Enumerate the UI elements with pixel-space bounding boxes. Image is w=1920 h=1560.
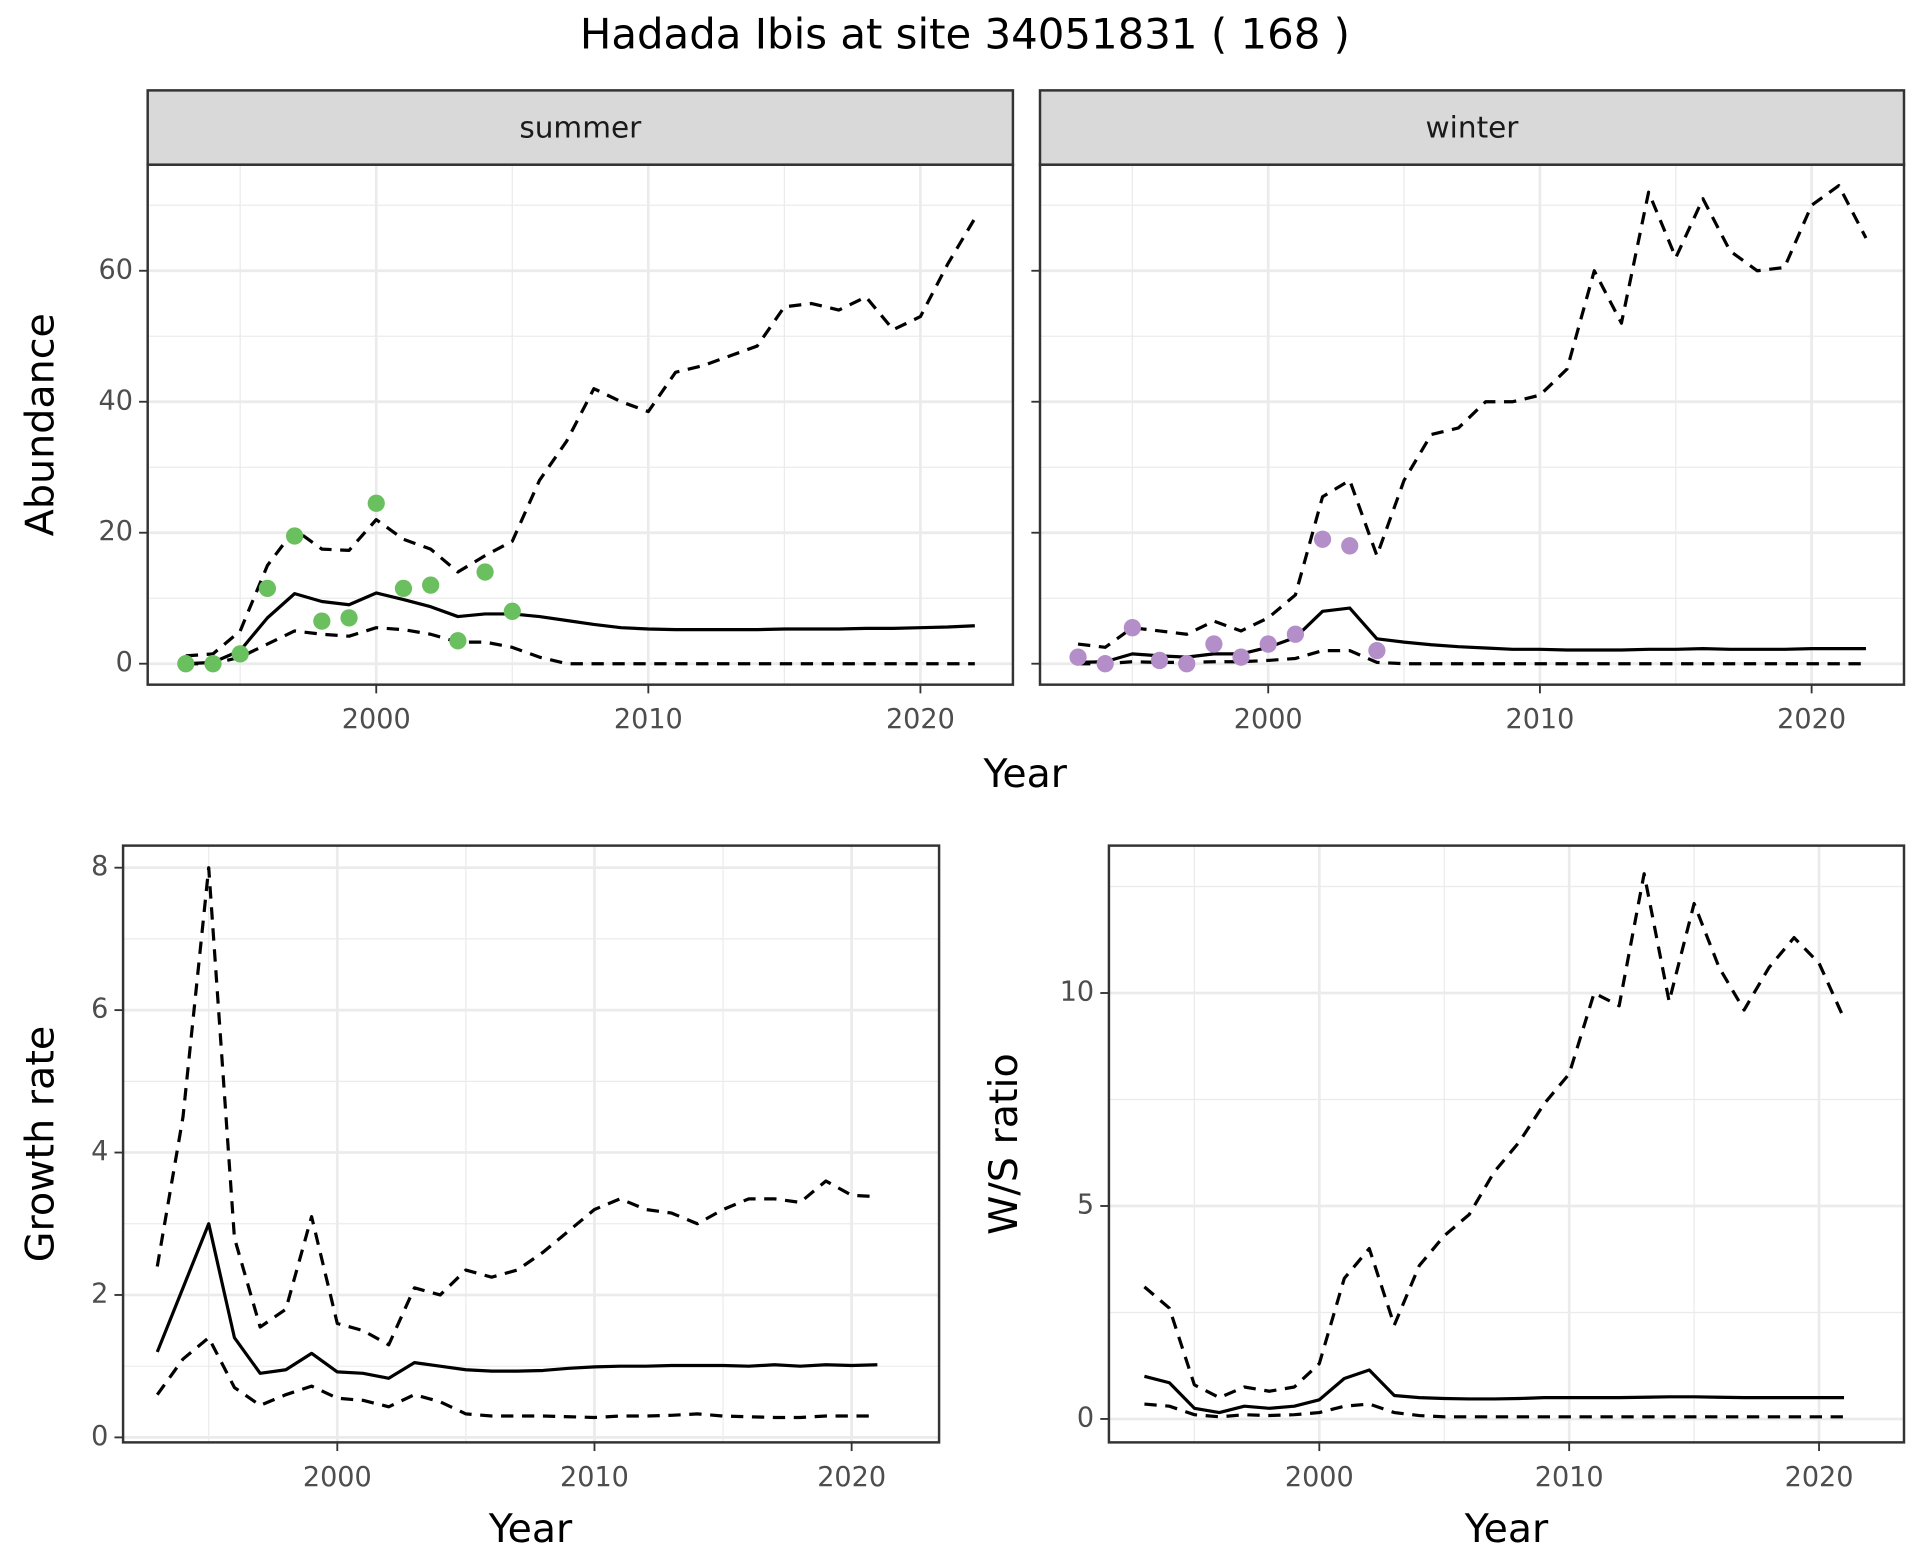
y-tick-label: 0 — [91, 1421, 108, 1452]
y-axis-label: Growth rate — [18, 1026, 64, 1262]
x-tick-label: 2000 — [1234, 704, 1303, 735]
interval-line — [1077, 184, 1868, 649]
panel-border — [1107, 844, 1906, 1444]
data-point — [476, 563, 494, 581]
interval-line — [155, 1336, 878, 1420]
mean-line — [185, 591, 975, 666]
y-axis-label: Abundance — [18, 313, 64, 536]
data-point — [1069, 648, 1087, 666]
y-tick-label: 2 — [91, 1278, 108, 1309]
y-tick-label: 60 — [98, 254, 132, 285]
y-tick-label: 8 — [91, 851, 108, 882]
panel-background — [1108, 845, 1904, 1443]
data-point — [313, 612, 331, 630]
x-tick-label: 2010 — [1505, 704, 1574, 735]
interval-line — [185, 626, 975, 666]
data-point — [1096, 655, 1114, 673]
data-point — [367, 494, 385, 512]
data-point — [503, 602, 521, 620]
data-point — [286, 527, 304, 545]
x-tick-label: 2020 — [817, 1462, 886, 1493]
y-tick-label: 5 — [1077, 1189, 1094, 1220]
data-point — [394, 579, 413, 598]
interval-line — [155, 866, 878, 1347]
x-tick-label: 2010 — [614, 704, 683, 735]
x-tick-label: 2020 — [886, 704, 955, 735]
data-point — [1368, 641, 1386, 660]
data-point — [1123, 619, 1141, 637]
panel-background — [1040, 164, 1904, 685]
x-tick-label: 2010 — [560, 1462, 629, 1493]
interval-line — [1143, 872, 1846, 1400]
data-point — [1178, 655, 1196, 673]
y-tick-label: 6 — [91, 994, 108, 1025]
x-axis-label: Year — [1464, 1506, 1549, 1552]
data-point — [177, 655, 195, 673]
data-point — [1313, 530, 1332, 548]
data-point — [449, 632, 467, 650]
y-axis-label: W/S ratio — [981, 1053, 1027, 1235]
data-point — [422, 576, 440, 594]
y-tick-label: 20 — [98, 516, 132, 547]
data-point — [1259, 635, 1277, 653]
x-tick-label: 2000 — [1285, 1462, 1354, 1493]
data-point — [1286, 625, 1305, 643]
facet-label: winter — [1426, 110, 1520, 144]
x-tick-label: 2020 — [1785, 1462, 1854, 1493]
data-point — [231, 645, 249, 663]
data-point — [204, 655, 222, 673]
y-tick-label: 4 — [91, 1136, 108, 1167]
data-point — [1341, 537, 1359, 555]
panel-background — [123, 845, 940, 1443]
data-point — [1150, 651, 1169, 670]
mean-line — [1144, 1368, 1845, 1415]
panel-background — [147, 164, 1013, 685]
data-point — [1232, 648, 1250, 666]
y-tick-label: 40 — [98, 385, 132, 416]
x-axis-label: Year — [488, 1506, 573, 1552]
data-point — [1205, 635, 1223, 653]
data-point — [258, 579, 277, 598]
panel-border — [121, 844, 941, 1444]
facet-strip — [146, 89, 1015, 166]
x-tick-label: 2000 — [303, 1462, 372, 1493]
interval-line — [1078, 649, 1866, 666]
mean-line — [155, 1222, 878, 1380]
x-tick-label: 2010 — [1535, 1462, 1604, 1493]
facet-label: summer — [519, 110, 642, 144]
y-tick-label: 0 — [116, 647, 133, 678]
data-point — [340, 609, 358, 627]
y-tick-label: 10 — [1060, 976, 1094, 1007]
interval-line — [1144, 1402, 1845, 1419]
figure-title: Hadada Ibis at site 34051831 ( 168 ) — [580, 10, 1350, 59]
y-tick-label: 0 — [1077, 1402, 1094, 1433]
x-tick-label: 2020 — [1777, 704, 1846, 735]
mean-line — [1077, 606, 1866, 665]
facet-strip — [1038, 89, 1906, 166]
x-axis-label: Year — [983, 751, 1068, 797]
x-tick-label: 2000 — [342, 704, 411, 735]
